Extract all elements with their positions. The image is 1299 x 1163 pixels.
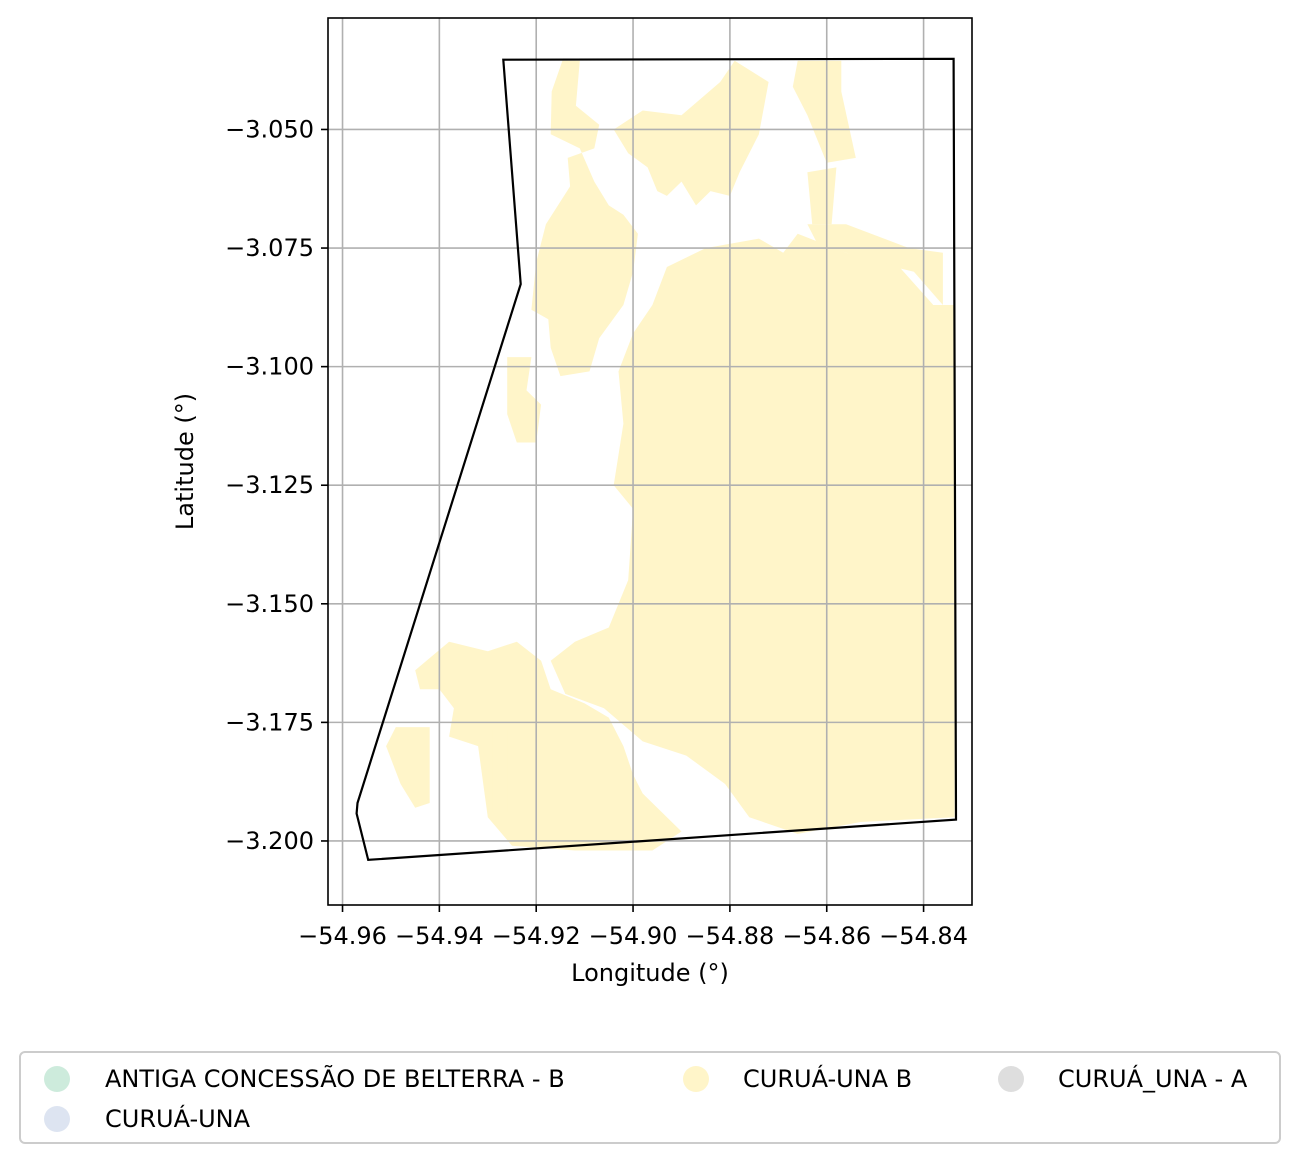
region-polygon — [507, 357, 542, 443]
axes-frame — [327, 17, 973, 906]
x-tick-label: −54.88 — [685, 922, 774, 950]
region-polygon — [550, 233, 955, 834]
x-tick-label: −54.96 — [298, 922, 387, 950]
region-polygon — [792, 60, 856, 163]
x-tick-label: −54.94 — [395, 922, 484, 950]
x-axis-label: Longitude (°) — [571, 959, 729, 987]
legend-marker — [683, 1066, 709, 1092]
region-polygon — [807, 167, 837, 225]
y-tick-label: −3.200 — [225, 827, 314, 855]
y-tick-label: −3.050 — [225, 115, 314, 143]
region-layer — [386, 60, 955, 851]
region-polygon — [613, 60, 769, 206]
y-axis-label: Latitude (°) — [171, 393, 199, 530]
y-tick-label: −3.175 — [225, 708, 314, 736]
region-polygon — [807, 224, 943, 305]
y-tick-label: −3.075 — [225, 234, 314, 262]
region-polygon — [492, 729, 508, 813]
legend-label: CURUÁ-UNA B — [743, 1064, 912, 1093]
region-polygon — [386, 727, 430, 808]
boundary-layer — [355, 57, 958, 862]
y-tick-label: −3.125 — [225, 471, 314, 499]
x-axis-ticks: −54.96 −54.94 −54.92 −54.90 −54.88 −54.86 −54.… — [298, 905, 968, 950]
legend-frame — [19, 1051, 1281, 1144]
legend-label: CURUÁ_UNA - A — [1058, 1064, 1248, 1093]
legend-marker — [44, 1106, 70, 1132]
x-tick-label: −54.86 — [782, 922, 871, 950]
grid-layer — [328, 18, 972, 905]
y-tick-label: −3.100 — [225, 353, 314, 381]
x-tick-label: −54.92 — [492, 922, 581, 950]
x-tick-label: −54.90 — [589, 922, 678, 950]
region-polygon — [415, 641, 682, 851]
area-boundary — [355, 57, 958, 862]
legend: ANTIGA CONCESSÃO DE BELTERRA - B CURUÁ-UN… — [19, 1051, 1281, 1144]
legend-marker — [998, 1066, 1024, 1092]
y-axis-ticks: −3.050 −3.075 −3.100 −3.125 −3.150 −3.175 −3.2… — [225, 115, 328, 855]
legend-label: ANTIGA CONCESSÃO DE BELTERRA - B — [105, 1063, 565, 1093]
x-tick-label: −54.84 — [879, 922, 968, 950]
y-tick-label: −3.150 — [225, 590, 314, 618]
region-polygon — [531, 60, 638, 377]
legend-marker — [44, 1066, 70, 1092]
legend-label: CURUÁ-UNA — [105, 1104, 251, 1133]
